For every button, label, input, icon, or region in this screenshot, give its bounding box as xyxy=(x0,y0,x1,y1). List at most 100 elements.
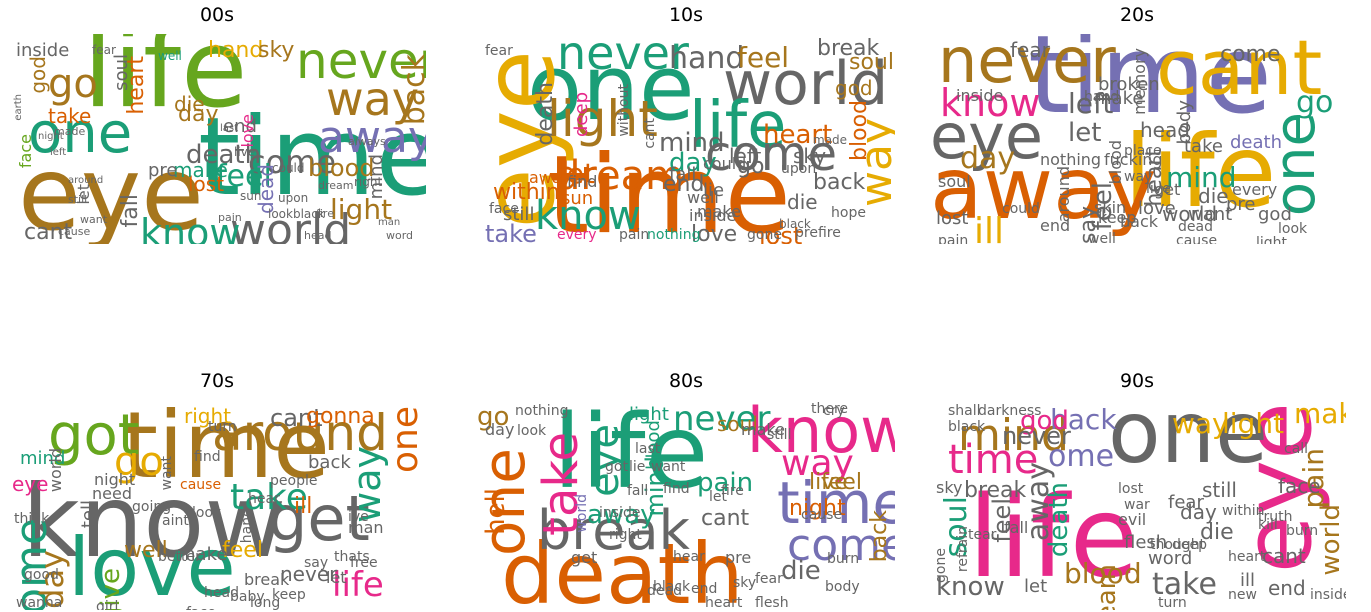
cloud-word: every xyxy=(557,227,597,243)
wordcloud-panel-20s: 20s time life away cant never eye one know day lef… xyxy=(928,4,1346,246)
cloud-word: deep xyxy=(1172,537,1207,553)
cloud-word: soul xyxy=(717,412,758,436)
cloud-word: feel xyxy=(821,470,862,495)
cloud-word: love xyxy=(238,114,257,148)
cloud-word: gone xyxy=(747,227,782,243)
wordcloud: one time eye world life never light come dream kn… xyxy=(477,34,895,244)
cloud-word: life xyxy=(968,473,1139,603)
cloud-word: fall xyxy=(118,194,143,228)
cloud-word: world xyxy=(46,448,65,493)
cloud-word: gone xyxy=(933,548,949,583)
cloud-word: free xyxy=(350,555,378,571)
cloud-word: know xyxy=(140,211,241,244)
cloud-word: want xyxy=(1188,204,1233,225)
cloud-word: shall xyxy=(948,403,981,419)
wordcloud: life eye one mind time soul away back god way ligh… xyxy=(928,400,1346,610)
cloud-word: day xyxy=(178,102,219,127)
cloud-word: there xyxy=(811,401,849,417)
cloud-word: look xyxy=(517,423,547,439)
cloud-word: word xyxy=(386,229,414,242)
cloud-word: way xyxy=(781,443,854,484)
cloud-word: let xyxy=(709,489,727,505)
cloud-word: cause xyxy=(58,225,91,238)
cloud-word: hand xyxy=(1084,89,1120,105)
cloud-word: way xyxy=(1124,169,1153,185)
cloud-word: never xyxy=(280,562,338,586)
cloud-word: inside xyxy=(1310,587,1346,603)
cloud-word: dead xyxy=(1178,219,1213,235)
wordcloud-panel-80s: 80s life death know break time eye take one come w… xyxy=(477,370,895,612)
cloud-word: inside xyxy=(689,206,737,225)
cloud-word: going xyxy=(132,499,172,515)
cloud-word: take xyxy=(48,104,92,128)
cloud-word: sky xyxy=(793,144,827,168)
cloud-word: break xyxy=(964,478,1027,503)
cloud-word: darkness xyxy=(978,403,1042,419)
cloud-word: die xyxy=(781,556,821,586)
cloud-word: dream xyxy=(318,179,354,192)
cloud-word: cry xyxy=(823,403,845,419)
cloud-word: let xyxy=(1024,576,1048,597)
cloud-word: heart xyxy=(1228,549,1266,565)
cloud-word: war xyxy=(1124,497,1150,513)
cloud-word: god xyxy=(1258,204,1292,225)
cloud-word: day xyxy=(960,141,1016,176)
cloud-word: lost xyxy=(759,222,803,244)
cloud-word: away xyxy=(587,500,656,530)
cloud-word: death xyxy=(533,82,558,146)
cloud-word: blood xyxy=(308,154,375,182)
cloud-word: well xyxy=(1088,231,1116,244)
cloud-word: break xyxy=(244,570,290,589)
cloud-word: still xyxy=(503,204,535,225)
cloud-word: mind xyxy=(1166,161,1237,194)
cloud-word: way xyxy=(1172,407,1229,440)
cloud-word: away xyxy=(318,112,426,163)
cloud-word: make xyxy=(697,202,741,221)
cloud-word: dead xyxy=(647,583,682,599)
cloud-word: want xyxy=(80,213,108,226)
cloud-word: death xyxy=(1230,132,1282,153)
cloud-word: keep xyxy=(272,587,306,603)
cloud-word: time xyxy=(948,437,1039,483)
cloud-word: go xyxy=(737,154,765,179)
cloud-word: know xyxy=(535,193,641,239)
cloud-word: never xyxy=(673,400,771,439)
panel-title: 90s xyxy=(1119,370,1155,392)
cloud-word: got xyxy=(48,403,140,468)
cloud-word: live xyxy=(234,145,256,159)
cloud-word: left xyxy=(50,147,67,158)
cloud-word: end xyxy=(663,172,705,197)
cloud-word: better xyxy=(158,549,201,565)
cloud-word: get xyxy=(268,482,370,555)
cloud-word: hand xyxy=(208,38,264,63)
cloud-word: let xyxy=(326,568,347,587)
cloud-word: live xyxy=(1146,181,1171,197)
cloud-word: pain xyxy=(218,211,242,224)
cloud-word: flesh xyxy=(755,595,789,610)
cloud-word: know xyxy=(22,463,287,580)
cloud-word: eye xyxy=(930,100,1043,173)
cloud-word: hand xyxy=(239,508,255,544)
cloud-word: pre xyxy=(1226,194,1256,215)
cloud-word: deep xyxy=(571,92,592,137)
cloud-word: new xyxy=(1228,587,1257,603)
cloud-word: life xyxy=(83,34,248,132)
panel-title: 20s xyxy=(1119,4,1155,26)
cloud-word: sun xyxy=(240,189,262,203)
cloud-word: good xyxy=(24,567,59,583)
cloud-word: live xyxy=(809,470,848,495)
cloud-word: world xyxy=(1316,504,1346,576)
cloud-word: broken xyxy=(1098,74,1160,95)
cloud-word: life xyxy=(689,89,787,163)
cloud-word: dream xyxy=(555,153,685,199)
cloud-word: pain xyxy=(938,233,969,244)
cloud-word: eye xyxy=(18,135,204,245)
cloud-word: lost xyxy=(1118,481,1144,497)
cloud-word: burn xyxy=(1286,523,1319,539)
cloud-word: away xyxy=(930,139,1157,239)
cloud-word: one xyxy=(1108,400,1269,483)
cloud-word: well xyxy=(158,49,182,63)
cloud-word: fall xyxy=(1004,518,1029,537)
cloud-word: take xyxy=(1152,567,1217,602)
cloud-word: day xyxy=(485,420,515,439)
